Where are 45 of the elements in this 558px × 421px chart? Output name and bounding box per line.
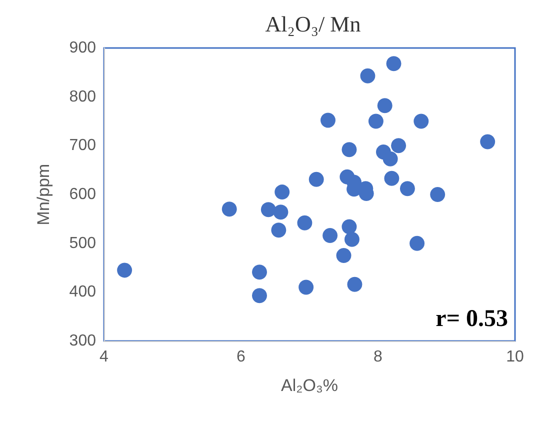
point xyxy=(400,181,415,196)
point xyxy=(322,228,338,244)
point xyxy=(342,142,357,158)
point xyxy=(368,114,384,129)
point xyxy=(297,215,312,230)
chart-title: Al₂O₃/ Mn xyxy=(265,12,361,36)
x-tick-label: 8 xyxy=(374,348,383,366)
y-tick-label: 400 xyxy=(69,284,96,301)
point xyxy=(430,187,446,202)
x-tick-label: 4 xyxy=(100,348,109,366)
point xyxy=(410,236,425,251)
point xyxy=(414,114,429,129)
point xyxy=(377,98,392,114)
point xyxy=(222,202,237,217)
x-axis-title: Al₂O₃% xyxy=(281,376,338,395)
point xyxy=(260,202,276,218)
point xyxy=(386,56,402,72)
y-tick-label: 500 xyxy=(69,234,96,252)
y-tick-label: 800 xyxy=(69,88,96,106)
annotation: r= 0.53 xyxy=(436,306,508,332)
y-tick-label: 300 xyxy=(69,332,96,350)
point xyxy=(271,222,286,238)
point xyxy=(274,184,290,200)
x-tick-label: 6 xyxy=(236,348,246,366)
point xyxy=(480,134,496,150)
point xyxy=(308,172,324,187)
point xyxy=(273,204,288,220)
y-tick-label: 700 xyxy=(69,137,96,154)
point xyxy=(342,219,357,234)
point xyxy=(252,288,267,304)
x-tick-label: 10 xyxy=(506,348,524,366)
y-tick-label: 600 xyxy=(69,186,96,203)
point xyxy=(320,112,336,128)
point xyxy=(347,276,362,292)
y-axis-title: Mn/ppm xyxy=(34,164,53,226)
point xyxy=(298,280,314,295)
y-tick-label: 900 xyxy=(69,40,96,56)
point xyxy=(360,68,376,84)
point xyxy=(391,138,406,154)
point xyxy=(336,248,352,264)
point xyxy=(344,232,360,247)
point xyxy=(117,262,132,278)
point xyxy=(384,170,400,186)
point xyxy=(382,151,398,166)
point xyxy=(252,264,267,280)
